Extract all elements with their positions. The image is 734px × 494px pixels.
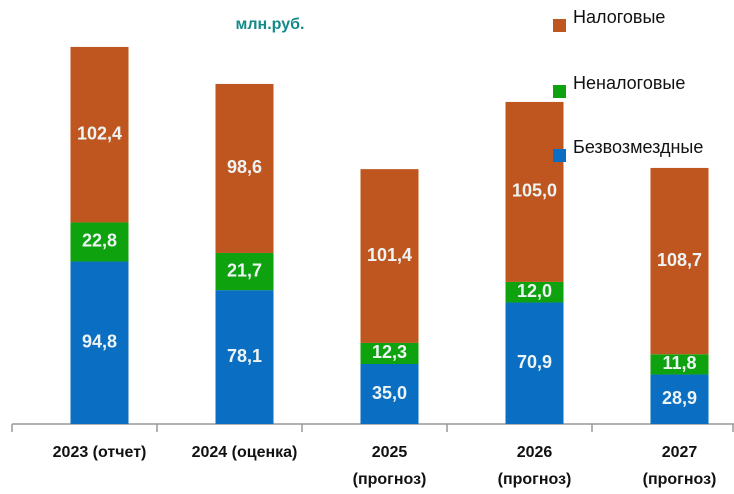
- x-tick-label: 2025 (прогноз): [352, 444, 427, 488]
- legend-label: Налоговые: [573, 7, 665, 27]
- legend-label: Безвозмездные: [573, 137, 703, 157]
- data-label: 28,9: [662, 388, 697, 408]
- bar-segment: [215, 290, 274, 424]
- bar-segment: [215, 83, 274, 253]
- data-label: 70,9: [517, 352, 552, 372]
- bar-segment: [505, 302, 564, 424]
- data-label: 105,0: [512, 181, 557, 201]
- x-tick-label: 2024 (оценка): [191, 444, 298, 461]
- bar-segment: [505, 101, 564, 282]
- legend-swatch: [553, 19, 566, 32]
- data-label: 101,4: [367, 245, 412, 265]
- data-label: 22,8: [82, 231, 117, 251]
- bar-segment: [360, 169, 419, 343]
- legend-label: Неналоговые: [573, 73, 685, 93]
- data-label: 94,8: [82, 332, 117, 352]
- bar-segment: [650, 354, 709, 375]
- bar-segment: [650, 374, 709, 424]
- bar-segment: [360, 342, 419, 365]
- chart-title: млн.руб.: [236, 16, 305, 33]
- legend-swatch: [553, 85, 566, 98]
- bar-segment: [215, 252, 274, 291]
- data-label: 12,0: [517, 281, 552, 301]
- legend-swatch: [553, 149, 566, 162]
- bar-segment: [505, 281, 564, 303]
- data-label: 35,0: [372, 383, 407, 403]
- data-label: 21,7: [227, 260, 262, 280]
- x-tick-label: 2023 (отчет): [52, 444, 147, 461]
- bar-segment: [70, 261, 129, 424]
- bar-segment: [70, 222, 129, 262]
- x-tick-label: 2026 (прогноз): [497, 444, 572, 488]
- data-label: 108,7: [657, 250, 702, 270]
- data-label: 12,3: [372, 342, 407, 362]
- bar-segment: [70, 46, 129, 223]
- data-label: 11,8: [662, 353, 696, 373]
- bar-segment: [650, 167, 709, 355]
- data-label: 98,6: [227, 157, 262, 177]
- x-tick-label: 2027 (прогноз): [642, 444, 717, 488]
- data-label: 102,4: [77, 123, 122, 143]
- data-label: 78,1: [227, 346, 262, 366]
- bar-segment: [360, 364, 419, 424]
